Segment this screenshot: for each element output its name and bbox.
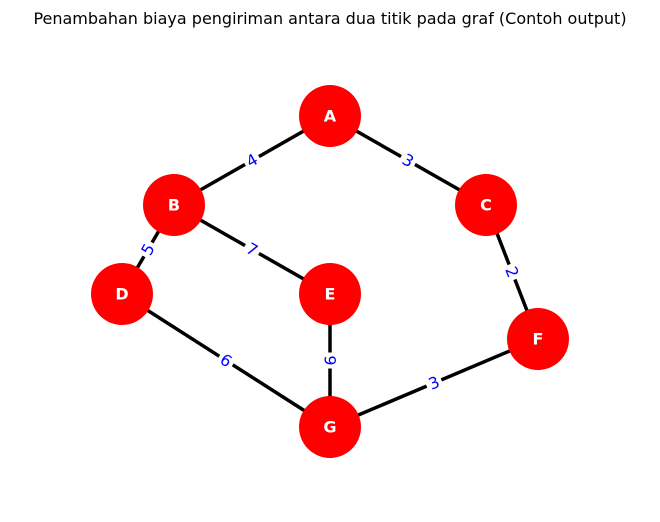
edge-weight-background bbox=[135, 237, 161, 262]
node-label: B bbox=[168, 196, 180, 215]
node-a: A bbox=[299, 85, 361, 147]
nodes-layer: A B C D E F G bbox=[91, 85, 569, 458]
node-circle bbox=[455, 174, 517, 236]
node-circle bbox=[507, 308, 569, 370]
graph-title: Penambahan biaya pengiriman antara dua t… bbox=[33, 9, 626, 28]
node-circle bbox=[299, 85, 361, 147]
edge-weight-background bbox=[396, 147, 420, 174]
node-label: C bbox=[480, 196, 492, 215]
node-circle bbox=[91, 263, 153, 325]
node-label: A bbox=[324, 107, 337, 126]
node-circle bbox=[299, 396, 361, 458]
node-label: E bbox=[325, 285, 336, 304]
node-b: B bbox=[143, 174, 205, 236]
edge-weight-background bbox=[213, 347, 239, 374]
node-circle bbox=[299, 263, 361, 325]
node-g: G bbox=[299, 396, 361, 458]
edge-labels-layer: 4 35 726 93 bbox=[135, 147, 525, 396]
node-c: C bbox=[455, 174, 517, 236]
node-label: G bbox=[323, 418, 336, 437]
node-e: E bbox=[299, 263, 361, 325]
edge-weight-background bbox=[422, 370, 446, 396]
edge-weight-background bbox=[240, 147, 264, 174]
edge-weight-background bbox=[240, 236, 264, 263]
edge-weight-background bbox=[499, 260, 525, 284]
node-label: F bbox=[533, 330, 544, 349]
node-f: F bbox=[507, 308, 569, 370]
node-circle bbox=[143, 174, 205, 236]
node-label: D bbox=[115, 285, 128, 304]
node-d: D bbox=[91, 263, 153, 325]
edge-weight-label: 9 bbox=[321, 355, 340, 365]
edge-weight-background bbox=[320, 352, 340, 369]
